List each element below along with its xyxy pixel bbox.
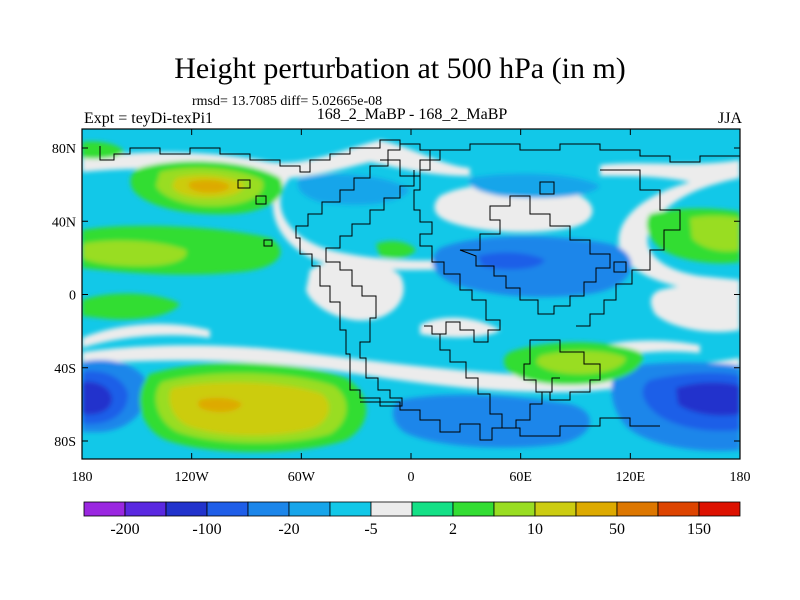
colorbar-swatch [698,501,741,517]
colorbar-swatch [206,501,249,517]
colorbar-label: -200 [110,521,139,538]
coastline-asia-east [576,169,681,327]
yellow-green-indian-ocean [536,350,626,374]
blue-region-north-asia [469,173,600,198]
coastline-africa-south [439,334,560,429]
colorbar-label: -20 [278,521,299,538]
green-region-africa [376,241,416,258]
colorbar-swatch [370,501,413,517]
green-region-south-tropics [82,293,180,320]
lon-tick-label: 120W [175,470,210,485]
neutral-blob-indian [650,285,740,333]
axis-labels: 180 120W 60W 0 60E 120E 180 80N 40N 0 40S 80S [52,142,751,485]
coastline-americas [99,139,415,407]
olive-south-pacific [169,382,329,436]
colorbar-label: -100 [192,521,221,538]
lat-tick-label: 40N [52,215,76,230]
lon-tick-label: 60W [288,470,316,485]
axis-ticks [81,129,741,459]
lon-tick-label: 180 [730,470,751,485]
darker-blue-core-southeast [676,382,740,416]
colorbar-swatch [247,501,290,517]
colorbar-swatch [575,501,618,517]
yellow-green-tropics-west [82,240,187,266]
stats-text: rmsd= 13.7085 diff= 5.02665e-08 [192,94,383,109]
contour-field [82,140,740,452]
lat-tick-label: 80S [54,435,76,450]
colorbar-swatch [534,501,577,517]
coastline-eurasia [413,143,740,343]
colorbar-label: 10 [527,521,543,538]
case-id-label: 168_2_MaBP - 168_2_MaBP [316,106,508,123]
experiment-label: Expt = teyDi-texPi1 [84,110,214,127]
orange-core-south-pacific [198,397,242,412]
season-label: JJA [717,110,742,127]
colorbar-label: 2 [449,521,457,538]
colorbar-swatch [83,501,126,517]
lat-tick-label: 80N [52,142,76,157]
lon-tick-label: 120E [616,470,646,485]
coastline-antarctica [360,401,660,441]
darker-blue-core-southwest [82,381,112,415]
colorbar-swatch [657,501,700,517]
colorbar-labels: -200 -100 -20 -5 2 10 50 150 [110,521,711,538]
colorbar-label: 50 [609,521,625,538]
map-title: Height perturbation at 500 hPa (in m) [174,52,626,85]
colorbar-label: -5 [364,521,377,538]
orange-core-north-pacific [188,179,230,193]
colorbar-swatch [288,501,331,517]
neutral-band-asia [600,160,740,293]
deep-blue-core-asia [478,252,545,270]
colorbar-swatch [452,501,495,517]
lon-tick-label: 180 [72,470,93,485]
colorbar-swatch [493,501,536,517]
colorbar-swatch [616,501,659,517]
lon-tick-label: 60E [509,470,532,485]
coastline-islands [237,179,627,273]
colorbar-swatch [411,501,454,517]
neutral-arc-southwest [82,323,210,348]
yellow-green-west-pacific [690,215,740,252]
neutral-blob-equator [306,260,404,321]
lat-tick-label: 40S [54,362,76,377]
colorbar-label: 150 [687,521,711,538]
colorbar [83,501,741,517]
colorbar-swatch [165,501,208,517]
coastline-australia [523,339,601,401]
contour-map [82,129,740,459]
colorbar-swatch [329,501,372,517]
lat-tick-label: 0 [69,289,76,304]
blue-region-atlantic-south [392,394,591,448]
coastline-outline [99,139,740,441]
colorbar-swatch [124,501,167,517]
lon-tick-label: 0 [408,470,415,485]
